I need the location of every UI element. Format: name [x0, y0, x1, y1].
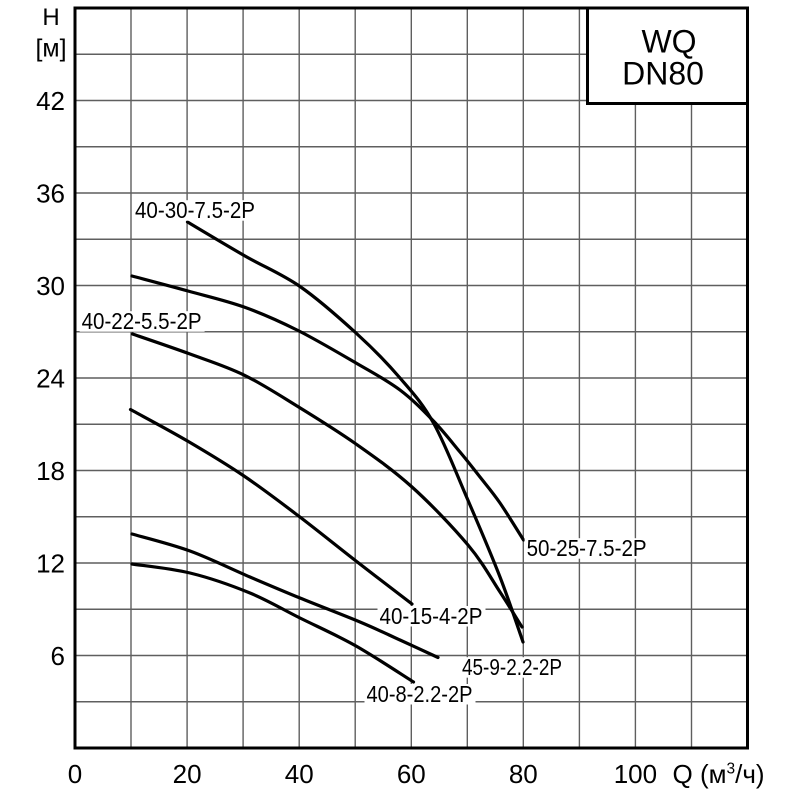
svg-text:[м]: [м] — [35, 35, 66, 63]
svg-text:H: H — [42, 4, 59, 31]
svg-text:40: 40 — [285, 759, 314, 789]
svg-text:40-30-7.5-2P: 40-30-7.5-2P — [135, 197, 255, 223]
svg-text:20: 20 — [173, 759, 202, 789]
svg-text:40-22-5.5-2P: 40-22-5.5-2P — [82, 308, 202, 334]
svg-text:6: 6 — [51, 641, 65, 671]
svg-text:12: 12 — [36, 548, 65, 578]
svg-text:40-15-4-2P: 40-15-4-2P — [380, 603, 483, 629]
svg-text:40-8-2.2-2P: 40-8-2.2-2P — [367, 681, 473, 707]
svg-text:80: 80 — [509, 759, 538, 789]
svg-text:Q (м3/ч): Q (м3/ч) — [673, 759, 765, 789]
svg-text:45-9-2.2-2P: 45-9-2.2-2P — [462, 654, 562, 680]
svg-text:60: 60 — [397, 759, 426, 789]
svg-text:50-25-7.5-2P: 50-25-7.5-2P — [527, 535, 647, 561]
svg-text:DN80: DN80 — [622, 56, 704, 92]
svg-text:WQ: WQ — [641, 24, 696, 60]
svg-text:100: 100 — [614, 759, 657, 789]
svg-text:24: 24 — [36, 363, 65, 393]
svg-text:42: 42 — [36, 86, 65, 116]
svg-text:36: 36 — [36, 178, 65, 208]
svg-text:18: 18 — [36, 456, 65, 486]
svg-text:0: 0 — [68, 759, 82, 789]
svg-text:30: 30 — [36, 271, 65, 301]
